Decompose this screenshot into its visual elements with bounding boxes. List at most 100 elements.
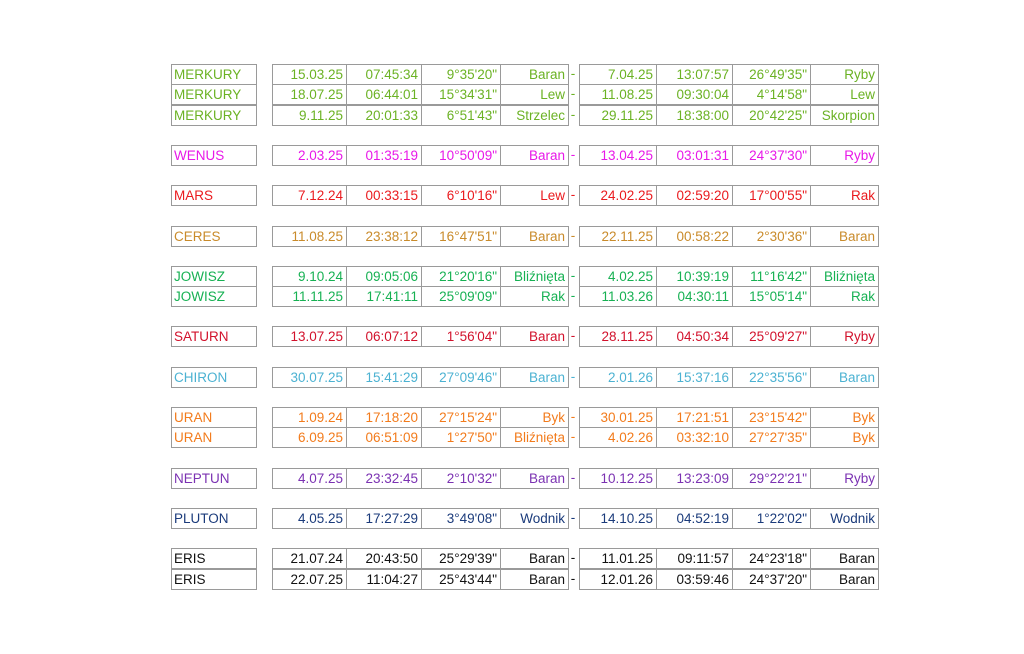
end-date: 11.01.25 [579,548,657,570]
end-date: 24.02.25 [579,185,657,207]
end-date: 4.02.25 [579,265,657,287]
start-degree: 27°09'46" [421,366,501,388]
end-date: 28.11.25 [579,326,657,348]
separator: - [570,328,576,344]
end-date: 12.01.26 [579,568,657,590]
planet-name: CERES [171,225,257,247]
end-degree: 2°30'36" [732,225,811,247]
separator: - [570,368,576,384]
start-date: 22.07.25 [272,568,347,590]
start-sign: Baran [500,144,569,166]
end-time: 13:07:57 [656,64,733,85]
start-sign: Baran [500,548,569,570]
end-time: 00:58:22 [656,225,733,247]
end-degree: 1°22'02" [732,507,811,529]
planet-name: JOWISZ [171,265,257,287]
end-time: 03:32:10 [656,427,733,449]
start-sign: Wodnik [500,507,569,529]
end-degree: 27°27'35" [732,427,811,449]
start-date: 13.07.25 [272,326,347,348]
end-date: 11.08.25 [579,84,657,106]
end-sign: Skorpion [810,104,879,126]
start-degree: 10°50'09" [421,144,501,166]
end-date: 30.01.25 [579,407,657,428]
end-degree: 20°42'25" [732,104,811,126]
start-sign: Strzelec [500,104,569,126]
end-time: 10:39:19 [656,265,733,287]
start-degree: 6°10'16" [421,185,501,207]
end-time: 04:50:34 [656,326,733,348]
end-date: 2.01.26 [579,366,657,388]
start-degree: 25°43'44" [421,568,501,590]
start-degree: 1°27'50" [421,427,501,449]
end-sign: Wodnik [810,507,879,529]
separator: - [570,187,576,203]
start-sign: Baran [500,568,569,590]
start-degree: 3°49'08" [421,507,501,529]
start-time: 17:18:20 [346,407,422,428]
end-sign: Baran [810,225,879,247]
separator: - [570,509,576,525]
start-sign: Baran [500,366,569,388]
start-sign: Bliźnięta [500,265,569,287]
end-degree: 29°22'21" [732,467,811,489]
planet-name: WENUS [171,144,257,166]
end-date: 22.11.25 [579,225,657,247]
end-degree: 22°35'56" [732,366,811,388]
start-sign: Byk [500,407,569,428]
end-degree: 24°23'18" [732,548,811,570]
end-sign: Ryby [810,467,879,489]
start-time: 06:51:09 [346,427,422,449]
start-time: 23:32:45 [346,467,422,489]
end-time: 17:21:51 [656,407,733,428]
start-degree: 16°47'51" [421,225,501,247]
separator: - [570,106,576,122]
start-sign: Baran [500,326,569,348]
planet-name: ERIS [171,568,257,590]
start-sign: Rak [500,286,569,308]
start-date: 7.12.24 [272,185,347,207]
end-sign: Rak [810,286,879,308]
end-sign: Byk [810,427,879,449]
end-degree: 24°37'30" [732,144,811,166]
start-time: 07:45:34 [346,64,422,85]
start-time: 15:41:29 [346,366,422,388]
start-sign: Baran [500,225,569,247]
end-sign: Ryby [810,64,879,85]
separator: - [570,550,576,566]
end-time: 09:11:57 [656,548,733,570]
planet-name: MARS [171,185,257,207]
end-date: 7.04.25 [579,64,657,85]
start-date: 9.11.25 [272,104,347,126]
start-time: 17:41:11 [346,286,422,308]
end-sign: Baran [810,548,879,570]
start-time: 17:27:29 [346,507,422,529]
end-degree: 11°16'42" [732,265,811,287]
end-sign: Lew [810,84,879,106]
end-time: 04:52:19 [656,507,733,529]
start-time: 11:04:27 [346,568,422,590]
separator: - [570,409,576,424]
start-sign: Lew [500,84,569,106]
start-time: 20:43:50 [346,548,422,570]
start-time: 01:35:19 [346,144,422,166]
end-date: 14.10.25 [579,507,657,529]
separator: - [570,429,576,445]
end-degree: 25°09'27" [732,326,811,348]
start-sign: Baran [500,64,569,85]
start-date: 1.09.24 [272,407,347,428]
end-degree: 23°15'42" [732,407,811,428]
start-degree: 2°10'32" [421,467,501,489]
end-time: 15:37:16 [656,366,733,388]
end-time: 09:30:04 [656,84,733,106]
start-degree: 15°34'31" [421,84,501,106]
start-date: 4.07.25 [272,467,347,489]
separator: - [570,86,576,102]
start-time: 06:07:12 [346,326,422,348]
end-date: 29.11.25 [579,104,657,126]
end-time: 13:23:09 [656,467,733,489]
planet-name: MERKURY [171,84,257,106]
start-date: 15.03.25 [272,64,347,85]
end-time: 18:38:00 [656,104,733,126]
start-degree: 25°09'09" [421,286,501,308]
